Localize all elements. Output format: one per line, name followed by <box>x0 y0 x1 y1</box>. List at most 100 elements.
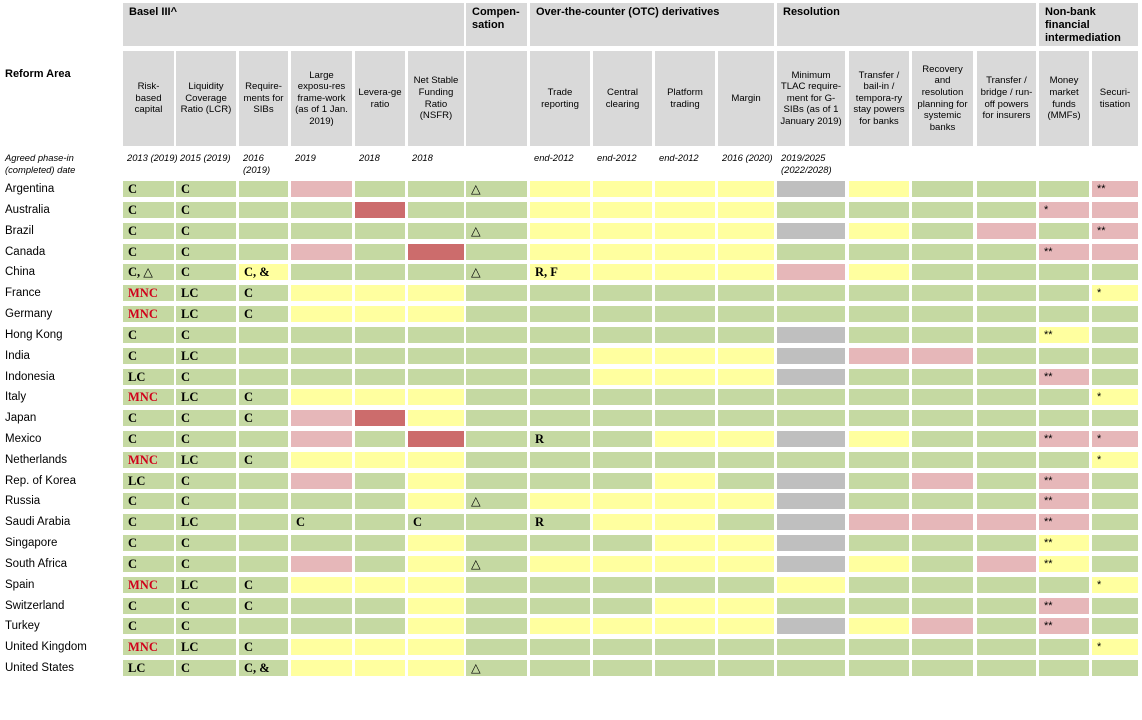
status-cell <box>912 410 973 427</box>
status-cell: C <box>239 306 288 322</box>
country-name: South Africa <box>5 557 68 570</box>
status-cell <box>593 555 652 572</box>
status-cell <box>777 347 845 364</box>
column-header: Minimum TLAC require-ment for G-SIBs (as… <box>777 51 845 146</box>
status-cell: C <box>291 514 352 531</box>
status-cell <box>912 431 973 447</box>
status-cell: * <box>1092 389 1138 406</box>
status-cell: MNC <box>123 306 174 322</box>
status-cell <box>239 368 288 385</box>
status-cell: C <box>123 514 174 531</box>
phase-date: 2016 (2020) <box>722 152 773 163</box>
status-cell <box>291 535 352 552</box>
status-cell <box>718 347 774 364</box>
status-cell <box>291 597 352 614</box>
status-cell <box>593 222 652 239</box>
status-cell <box>849 618 909 635</box>
status-cell <box>977 326 1036 343</box>
status-cell: * <box>1039 201 1089 218</box>
status-cell <box>291 660 352 677</box>
status-cell <box>466 472 527 489</box>
status-cell <box>530 451 590 468</box>
status-cell <box>777 451 845 468</box>
column-header: Liquidity Coverage Ratio (LCR) <box>176 51 236 146</box>
country-name: Hong Kong <box>5 328 63 341</box>
column-header: Net Stable Funding Ratio (NSFR) <box>408 51 464 146</box>
status-cell <box>718 410 774 427</box>
status-cell <box>593 201 652 218</box>
status-cell <box>777 472 845 489</box>
status-cell <box>466 389 527 406</box>
status-cell: ** <box>1039 431 1089 447</box>
status-cell <box>655 472 715 489</box>
status-cell <box>849 451 909 468</box>
status-cell <box>912 451 973 468</box>
status-cell <box>718 555 774 572</box>
status-cell <box>655 389 715 406</box>
status-cell <box>355 389 405 406</box>
status-cell <box>408 493 464 510</box>
status-cell <box>1092 201 1138 218</box>
status-cell <box>239 535 288 552</box>
status-cell: ** <box>1039 326 1089 343</box>
status-cell <box>977 243 1036 260</box>
group-header: Basel III^ <box>123 3 464 46</box>
status-cell <box>355 639 405 656</box>
status-cell <box>849 285 909 302</box>
status-cell <box>655 597 715 614</box>
status-cell <box>408 410 464 427</box>
status-cell <box>777 368 845 385</box>
status-cell: C <box>176 493 236 510</box>
status-cell <box>718 576 774 593</box>
status-cell <box>718 368 774 385</box>
status-cell: C <box>239 389 288 406</box>
status-cell <box>977 493 1036 510</box>
status-cell <box>466 306 527 322</box>
status-cell <box>593 389 652 406</box>
country-name: Turkey <box>5 620 40 633</box>
phase-date: end-2012 <box>534 152 574 163</box>
status-cell <box>655 306 715 322</box>
status-cell <box>355 451 405 468</box>
status-cell <box>655 326 715 343</box>
status-cell: LC <box>176 389 236 406</box>
status-cell <box>466 347 527 364</box>
status-cell: C <box>123 618 174 635</box>
status-cell <box>1092 368 1138 385</box>
status-cell <box>355 472 405 489</box>
status-cell: C <box>239 410 288 427</box>
status-cell <box>718 639 774 656</box>
status-cell <box>977 514 1036 531</box>
status-cell: C <box>123 493 174 510</box>
status-cell <box>849 347 909 364</box>
country-name: Mexico <box>5 433 42 445</box>
status-cell: LC <box>123 660 174 677</box>
status-cell <box>777 535 845 552</box>
column-header <box>466 51 527 146</box>
country-name: Australia <box>5 203 50 216</box>
phase-date <box>849 152 913 178</box>
status-cell <box>408 618 464 635</box>
status-cell <box>849 639 909 656</box>
country-name: Argentina <box>5 183 55 195</box>
status-cell <box>777 243 845 260</box>
status-cell <box>977 347 1036 364</box>
status-cell: C <box>239 639 288 656</box>
status-cell <box>777 493 845 510</box>
status-cell <box>530 368 590 385</box>
status-cell <box>355 243 405 260</box>
status-cell <box>849 431 909 447</box>
status-cell <box>291 264 352 281</box>
status-cell <box>777 181 845 197</box>
status-cell <box>593 514 652 531</box>
status-cell <box>718 306 774 322</box>
status-cell <box>777 222 845 239</box>
status-cell: C <box>123 222 174 239</box>
status-cell <box>1039 576 1089 593</box>
status-cell <box>912 285 973 302</box>
column-header: Recovery and resolution planning for sys… <box>912 51 973 146</box>
status-cell <box>530 222 590 239</box>
status-cell: LC <box>176 285 236 302</box>
status-cell <box>466 514 527 531</box>
